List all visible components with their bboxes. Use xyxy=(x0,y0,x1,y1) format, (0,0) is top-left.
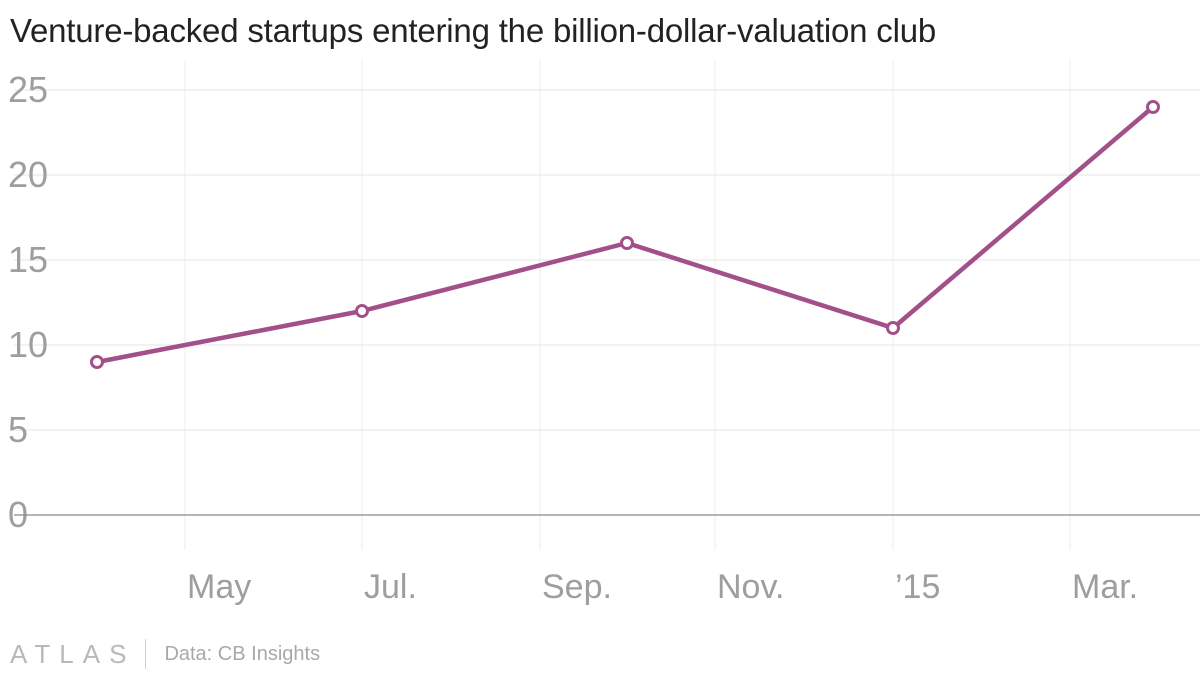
x-tick-label: ’15 xyxy=(895,568,940,606)
y-tick-label: 15 xyxy=(8,239,48,280)
footer-divider xyxy=(145,639,147,669)
data-point xyxy=(355,304,369,318)
y-tick-label: 5 xyxy=(8,409,28,450)
y-tick-label: 20 xyxy=(8,154,48,195)
x-tick-label: Mar. xyxy=(1072,568,1138,606)
y-tick-label: 25 xyxy=(8,69,48,110)
gridlines xyxy=(14,60,1200,550)
data-source: Data: CB Insights xyxy=(164,642,321,665)
atlas-logo: ATLAS xyxy=(10,638,136,669)
x-tick-label: May xyxy=(187,568,251,606)
x-tick-label: Sep. xyxy=(542,568,612,606)
x-tick-label: Nov. xyxy=(717,568,784,606)
data-point xyxy=(620,236,634,250)
data-point xyxy=(90,355,104,369)
y-tick-label: 10 xyxy=(8,324,48,365)
series-line xyxy=(94,104,1156,365)
data-point xyxy=(1146,100,1160,114)
footer: ATLAS Data: CB Insights xyxy=(10,637,320,671)
data-series xyxy=(90,100,1160,369)
data-point xyxy=(886,321,900,335)
x-tick-label: Jul. xyxy=(364,568,417,606)
chart-title: Venture-backed startups entering the bil… xyxy=(10,12,937,49)
